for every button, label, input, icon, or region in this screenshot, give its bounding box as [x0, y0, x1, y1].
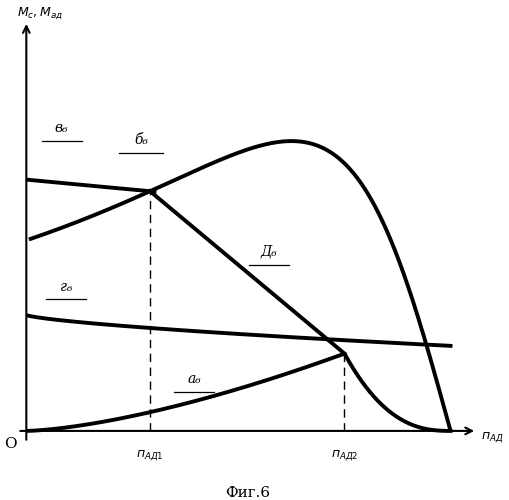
Text: б₆: б₆	[134, 132, 148, 146]
Text: в₆: в₆	[55, 121, 69, 135]
Text: Фиг.6: Фиг.6	[224, 486, 270, 500]
Text: г₆: г₆	[60, 280, 72, 293]
Text: $п_{АД1}$: $п_{АД1}$	[136, 448, 164, 462]
Text: $п_{АД}$: $п_{АД}$	[482, 430, 504, 444]
Text: $п_{АД2}$: $п_{АД2}$	[331, 448, 358, 462]
Text: $М_с, М_{ад}$: $М_с, М_{ад}$	[17, 5, 64, 21]
Text: Д₆: Д₆	[261, 245, 278, 259]
Text: а₆: а₆	[187, 372, 201, 386]
Text: О: О	[5, 438, 17, 452]
